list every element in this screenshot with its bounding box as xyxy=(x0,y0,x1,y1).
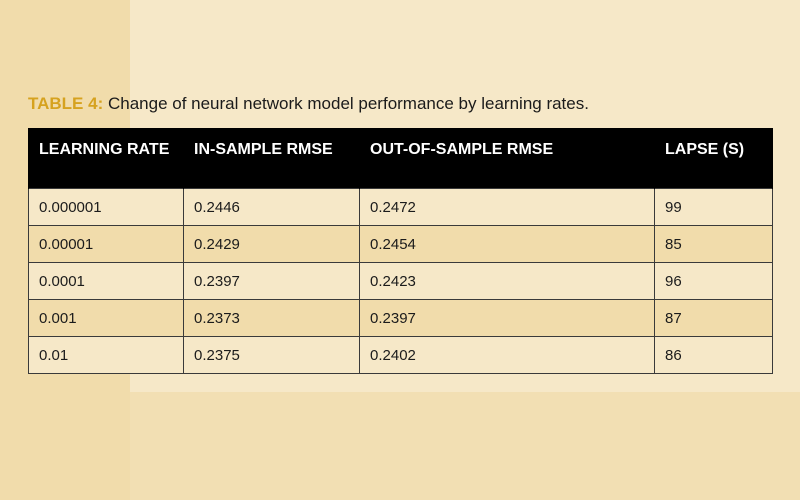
table-row: 0.0001 0.2397 0.2423 96 xyxy=(28,262,773,300)
cell-out-of-sample-rmse: 0.2472 xyxy=(359,188,655,226)
cell-learning-rate: 0.000001 xyxy=(28,188,184,226)
table-header-row: LEARNING RATE IN-SAMPLE RMSE OUT-OF-SAMP… xyxy=(28,128,773,189)
cell-learning-rate: 0.01 xyxy=(28,336,184,374)
header-in-sample-rmse: IN-SAMPLE RMSE xyxy=(183,128,360,189)
cell-lapse: 96 xyxy=(654,262,773,300)
table-row: 0.00001 0.2429 0.2454 85 xyxy=(28,225,773,263)
table-caption: TABLE 4: Change of neural network model … xyxy=(28,94,589,114)
cell-learning-rate: 0.0001 xyxy=(28,262,184,300)
cell-lapse: 87 xyxy=(654,299,773,337)
cell-learning-rate: 0.001 xyxy=(28,299,184,337)
table-row: 0.001 0.2373 0.2397 87 xyxy=(28,299,773,337)
cell-learning-rate: 0.00001 xyxy=(28,225,184,263)
cell-in-sample-rmse: 0.2375 xyxy=(183,336,360,374)
caption-text: Change of neural network model performan… xyxy=(103,94,589,113)
cell-out-of-sample-rmse: 0.2397 xyxy=(359,299,655,337)
cell-in-sample-rmse: 0.2429 xyxy=(183,225,360,263)
cell-out-of-sample-rmse: 0.2402 xyxy=(359,336,655,374)
table-row: 0.000001 0.2446 0.2472 99 xyxy=(28,188,773,226)
cell-in-sample-rmse: 0.2373 xyxy=(183,299,360,337)
table-row: 0.01 0.2375 0.2402 86 xyxy=(28,336,773,374)
background-bottom-band xyxy=(130,392,800,500)
cell-lapse: 99 xyxy=(654,188,773,226)
header-lapse: LAPSE (S) xyxy=(654,128,773,189)
header-learning-rate: LEARNING RATE xyxy=(28,128,184,189)
cell-lapse: 85 xyxy=(654,225,773,263)
cell-in-sample-rmse: 0.2446 xyxy=(183,188,360,226)
cell-out-of-sample-rmse: 0.2423 xyxy=(359,262,655,300)
caption-label: TABLE 4: xyxy=(28,94,104,113)
results-table: LEARNING RATE IN-SAMPLE RMSE OUT-OF-SAMP… xyxy=(28,128,773,374)
cell-out-of-sample-rmse: 0.2454 xyxy=(359,225,655,263)
cell-lapse: 86 xyxy=(654,336,773,374)
header-out-of-sample-rmse: OUT-OF-SAMPLE RMSE xyxy=(359,128,655,189)
cell-in-sample-rmse: 0.2397 xyxy=(183,262,360,300)
